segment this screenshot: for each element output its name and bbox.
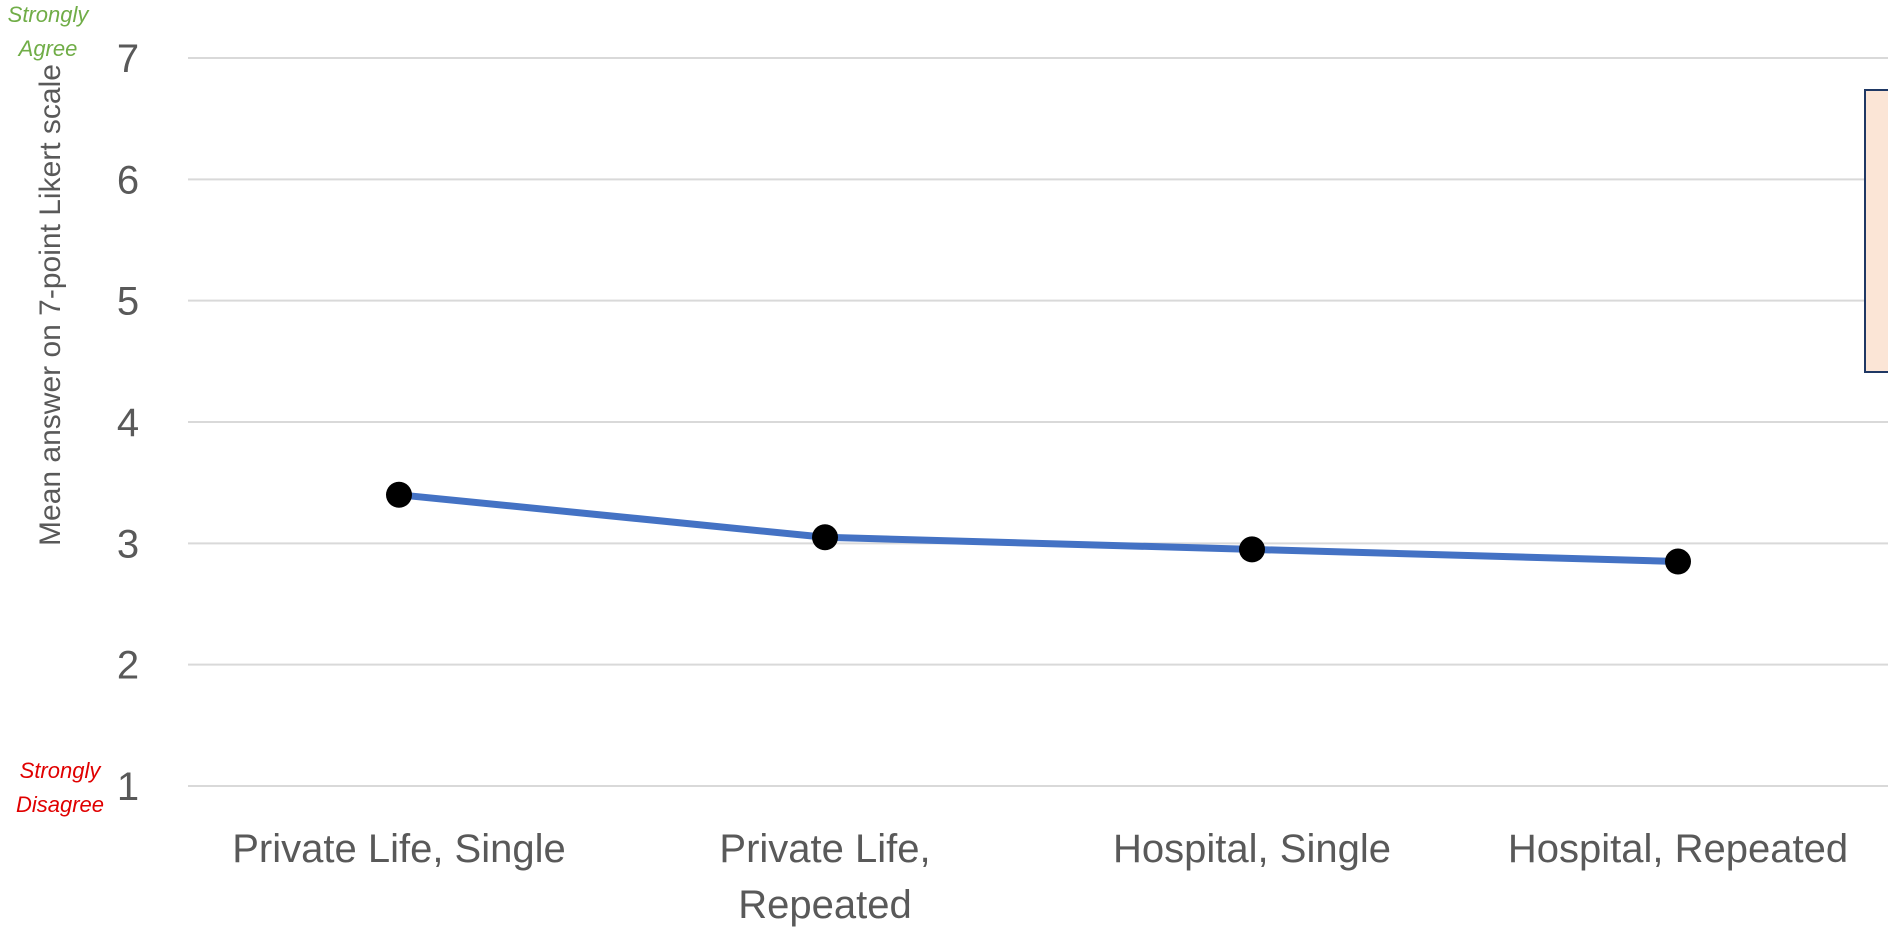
y-tick-label-3: 3	[117, 522, 139, 566]
x-category-label: Private Life, Single	[232, 827, 566, 871]
data-point	[812, 524, 838, 551]
grid-layer	[188, 57, 1888, 787]
strongly-disagree-label: Strongly Disagree	[16, 758, 104, 817]
data-point	[1665, 548, 1691, 575]
series-layer	[398, 491, 1679, 566]
data-point	[1239, 536, 1265, 563]
y-tick-label-6: 6	[117, 158, 139, 202]
x-category-labels: Private Life, Single Private Life, Repeate…	[232, 827, 1848, 927]
y-tick-label-7: 7	[117, 37, 139, 81]
data-point	[386, 481, 412, 508]
y-tick-labels: 1 2 3 4 5 6 7	[117, 37, 139, 809]
x-category-label: Private Life, Repeated	[719, 827, 930, 927]
x-category-label: Hospital, Single	[1113, 827, 1391, 871]
y-tick-label-5: 5	[117, 280, 139, 324]
y-axis-label: Mean answer on 7-point Likert scale	[34, 64, 67, 546]
strongly-agree-label: Strongly Agree	[8, 2, 91, 61]
y-tick-label-4: 4	[117, 401, 139, 445]
x-category-label: Hospital, Repeated	[1508, 827, 1848, 871]
marker-layer	[386, 481, 1691, 575]
series-line	[398, 491, 1679, 566]
legend-box	[1864, 89, 1888, 373]
y-tick-label-2: 2	[117, 644, 139, 688]
y-tick-label-1: 1	[117, 765, 139, 809]
